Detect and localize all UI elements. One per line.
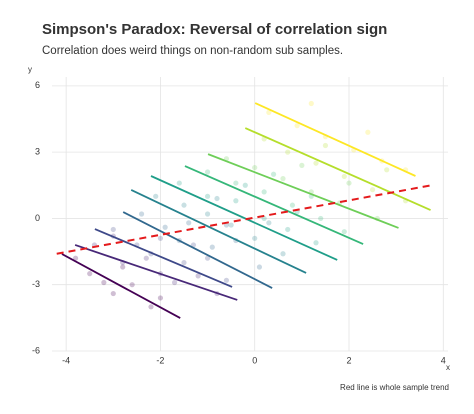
- y-axis-label: y: [28, 65, 32, 74]
- point: [384, 167, 390, 173]
- point: [285, 226, 291, 233]
- point: [181, 260, 187, 266]
- point: [72, 255, 79, 261]
- point: [129, 282, 135, 288]
- overall-trend-line: [56, 184, 432, 255]
- point: [318, 215, 324, 222]
- group-trend-line: [130, 189, 307, 274]
- point: [148, 304, 154, 310]
- point: [162, 224, 168, 230]
- point: [138, 211, 145, 217]
- point: [289, 202, 296, 208]
- point: [181, 202, 187, 208]
- point: [101, 279, 107, 286]
- y-tick-label: 0: [35, 213, 40, 223]
- point: [186, 220, 192, 226]
- point: [280, 251, 286, 257]
- group-trend-line: [94, 228, 233, 288]
- point: [204, 211, 211, 217]
- group-trend-line: [74, 244, 238, 301]
- chart-subtitle: Correlation does weird things on non-ran…: [42, 45, 343, 57]
- group-trend-line: [244, 127, 431, 211]
- y-tick-label: -3: [32, 279, 40, 289]
- point: [313, 240, 319, 246]
- point: [261, 215, 267, 222]
- point: [87, 271, 93, 277]
- x-tick-label: -4: [62, 355, 70, 365]
- point: [204, 193, 211, 199]
- point: [223, 277, 230, 283]
- point: [252, 164, 258, 171]
- point: [242, 182, 248, 188]
- x-tick-label: 0: [252, 355, 257, 365]
- point: [214, 195, 220, 202]
- point: [157, 235, 164, 241]
- point: [261, 189, 267, 195]
- point: [308, 100, 314, 107]
- point: [228, 222, 234, 228]
- point: [369, 187, 376, 193]
- y-tick-label: 3: [35, 147, 40, 157]
- y-tick-label: -6: [32, 345, 40, 355]
- point: [365, 129, 371, 135]
- point: [176, 180, 182, 186]
- x-tick-label: 4: [441, 355, 446, 365]
- point: [294, 123, 300, 129]
- point: [110, 290, 116, 297]
- x-tick-label: -2: [156, 355, 164, 365]
- point: [204, 169, 211, 175]
- point: [233, 198, 239, 204]
- point: [341, 173, 347, 180]
- point: [270, 171, 277, 177]
- group-trend-line: [122, 211, 273, 289]
- point: [266, 220, 272, 226]
- point: [110, 226, 116, 233]
- point: [153, 193, 159, 199]
- point: [280, 176, 286, 182]
- point: [313, 160, 319, 166]
- y-tick-label: 6: [35, 80, 40, 90]
- x-axis-label: x: [446, 363, 450, 372]
- x-tick-label: 2: [346, 355, 351, 365]
- group-trend-line: [150, 175, 338, 261]
- point: [143, 255, 149, 261]
- group-trend-line: [184, 165, 364, 245]
- point: [157, 295, 164, 301]
- point: [252, 235, 258, 241]
- point: [299, 162, 305, 168]
- point: [204, 255, 211, 261]
- point: [209, 244, 215, 250]
- point: [256, 264, 263, 270]
- point: [322, 142, 329, 149]
- point: [120, 264, 126, 270]
- point: [346, 180, 352, 186]
- point: [266, 109, 272, 115]
- caption: Red line is whole sample trend: [340, 383, 449, 392]
- chart-title: Simpson's Paradox: Reversal of correlati…: [42, 21, 387, 38]
- group-trend-line: [61, 253, 181, 319]
- group-trend-line: [254, 102, 416, 177]
- point: [171, 279, 178, 286]
- point: [195, 273, 201, 279]
- point: [233, 180, 239, 186]
- point: [341, 229, 347, 235]
- point: [285, 149, 291, 155]
- group-trend-line: [207, 153, 399, 229]
